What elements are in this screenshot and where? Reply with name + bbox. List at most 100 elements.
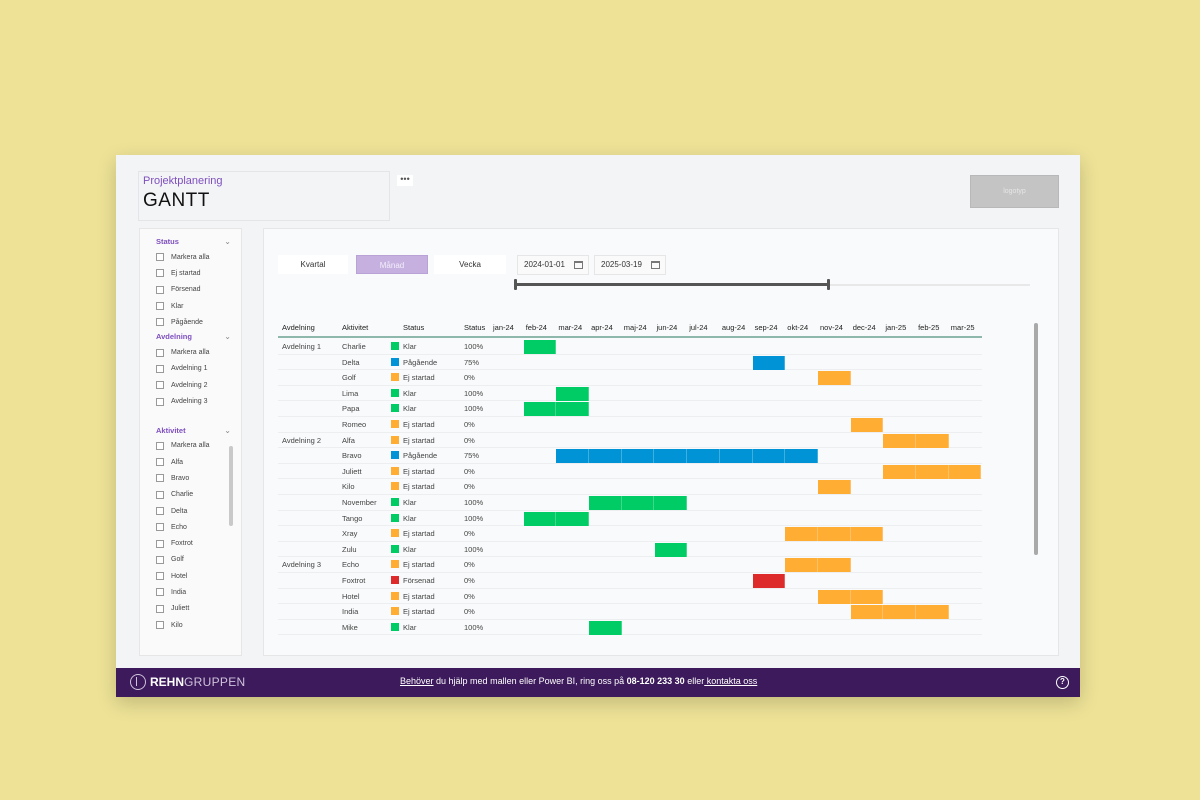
chevron-down-icon[interactable]: ⌄ [224, 237, 231, 246]
table-row[interactable]: Mike Klar 100% [278, 620, 982, 636]
gantt-bar[interactable] [523, 511, 590, 526]
gantt-bar[interactable] [589, 496, 688, 510]
checkbox[interactable] [156, 381, 164, 390]
gantt-bar[interactable] [818, 589, 884, 604]
col-header-avdelning[interactable]: Avdelning [282, 323, 315, 332]
table-row[interactable]: Avdelning 3 Echo Ej startad 0% [278, 557, 982, 573]
checkbox[interactable] [156, 507, 164, 515]
gantt-bar[interactable] [785, 558, 851, 573]
filter-status-option[interactable]: Markera alla [140, 249, 241, 265]
gantt-bar[interactable] [818, 480, 851, 495]
checkbox[interactable] [156, 285, 164, 294]
gantt-bar[interactable] [556, 449, 818, 464]
col-header-status[interactable]: Status [403, 323, 425, 332]
table-row[interactable]: Avdelning 2 Alfa Ej startad 0% [278, 433, 982, 449]
checkbox[interactable] [156, 490, 164, 499]
filter-aktivitet-option[interactable]: Echo [140, 519, 241, 535]
gantt-bar[interactable] [523, 402, 590, 417]
checkbox[interactable] [156, 588, 164, 597]
table-row[interactable]: Bravo Pågående 75% [278, 448, 982, 464]
checkbox[interactable] [156, 604, 164, 613]
filter-aktivitet-option[interactable]: Charlie [140, 487, 241, 503]
checkbox[interactable] [156, 474, 164, 483]
gantt-bar[interactable] [556, 386, 590, 401]
filter-aktivitet-option[interactable]: Delta [140, 503, 241, 519]
col-header-aktivitet[interactable]: Aktivitet [342, 323, 369, 332]
table-row[interactable]: Juliett Ej startad 0% [278, 464, 982, 480]
table-row[interactable]: Papa Klar 100% [278, 401, 982, 417]
calendar-icon[interactable] [651, 261, 660, 269]
table-row[interactable]: India Ej startad 0% [278, 604, 982, 620]
checkbox[interactable] [156, 269, 164, 278]
gantt-bar[interactable] [523, 340, 557, 354]
gantt-bar[interactable] [785, 527, 884, 542]
filter-aktivitet-option[interactable]: Alfa [140, 454, 241, 470]
filter-aktivitet-option[interactable]: India [140, 584, 241, 600]
calendar-icon[interactable] [574, 261, 583, 269]
filter-aktivitet-option[interactable]: Hotel [140, 568, 241, 584]
filter-avdelning-header[interactable]: Avdelning ⌄ [140, 330, 241, 344]
more-options-button[interactable]: ••• [397, 175, 413, 186]
checkbox[interactable] [156, 621, 164, 630]
col-header-status-progress[interactable]: Status [464, 323, 486, 332]
table-row[interactable]: Delta Pågående 75% [278, 355, 982, 371]
chevron-down-icon[interactable]: ⌄ [224, 332, 231, 342]
table-row[interactable]: Golf Ej startad 0% [278, 370, 982, 386]
table-row[interactable]: Lima Klar 100% [278, 386, 982, 402]
end-date-input[interactable]: 2025-03-19 [594, 255, 666, 275]
date-slider-end-handle[interactable] [827, 279, 830, 290]
tab-vecka[interactable]: Vecka [434, 255, 506, 274]
filter-status-option[interactable]: Försenad [140, 282, 241, 298]
filter-avdelning-option[interactable]: Avdelning 3 [140, 393, 241, 409]
checkbox[interactable] [156, 302, 164, 311]
filter-status-option[interactable]: Pågående [140, 314, 241, 330]
gantt-bar[interactable] [883, 433, 949, 448]
table-scrollbar[interactable] [1034, 323, 1038, 555]
start-date-input[interactable]: 2024-01-01 [517, 255, 589, 275]
table-row[interactable]: Tango Klar 100% [278, 511, 982, 527]
checkbox[interactable] [156, 572, 164, 581]
checkbox[interactable] [156, 523, 164, 532]
checkbox[interactable] [156, 555, 164, 564]
checkbox[interactable] [156, 364, 164, 373]
gantt-bar[interactable] [589, 620, 622, 635]
checkbox[interactable] [156, 253, 164, 262]
table-row[interactable]: Xray Ej startad 0% [278, 526, 982, 542]
checkbox[interactable] [156, 348, 164, 357]
table-row[interactable]: Kilo Ej startad 0% [278, 479, 982, 495]
table-row[interactable]: Romeo Ej startad 0% [278, 417, 982, 433]
chevron-down-icon[interactable]: ⌄ [224, 425, 231, 435]
filter-status-option[interactable]: Klar [140, 298, 241, 314]
table-row[interactable]: Foxtrot Försenad 0% [278, 573, 982, 589]
table-row[interactable]: Hotel Ej startad 0% [278, 589, 982, 605]
checkbox[interactable] [156, 397, 164, 406]
date-slider-start-handle[interactable] [514, 279, 517, 290]
tab-manad[interactable]: Månad [356, 255, 428, 274]
filter-aktivitet-option[interactable]: Foxtrot [140, 535, 241, 551]
gantt-bar[interactable] [752, 574, 786, 588]
table-row[interactable]: November Klar 100% [278, 495, 982, 511]
gantt-bar[interactable] [752, 355, 786, 370]
table-row[interactable]: Avdelning 1 Charlie Klar 100% [278, 339, 982, 355]
filter-aktivitet-option[interactable]: Markera alla [140, 438, 241, 454]
gantt-bar[interactable] [850, 605, 949, 620]
filter-aktivitet-header[interactable]: Aktivitet ⌄ [140, 424, 241, 438]
filter-aktivitet-option[interactable]: Kilo [140, 617, 241, 633]
table-row[interactable]: Zulu Klar 100% [278, 542, 982, 558]
contact-link[interactable]: kontakta oss [704, 676, 758, 686]
filter-aktivitet-option[interactable]: Juliett [140, 601, 241, 617]
gantt-bar[interactable] [654, 542, 688, 557]
gantt-bar[interactable] [850, 418, 884, 432]
tab-kvartal[interactable]: Kvartal [278, 255, 348, 274]
filter-aktivitet-option[interactable]: Golf [140, 552, 241, 568]
aktivitet-scrollbar[interactable] [229, 446, 233, 526]
filter-avdelning-option[interactable]: Markera alla [140, 344, 241, 360]
checkbox[interactable] [156, 539, 164, 548]
gantt-bar[interactable] [883, 464, 982, 479]
filter-avdelning-option[interactable]: Avdelning 2 [140, 377, 241, 393]
filter-aktivitet-option[interactable]: Bravo [140, 470, 241, 486]
behover-link[interactable]: Behöver [400, 676, 434, 686]
gantt-bar[interactable] [818, 371, 851, 386]
filter-avdelning-option[interactable]: Avdelning 1 [140, 361, 241, 377]
checkbox[interactable] [156, 441, 164, 450]
